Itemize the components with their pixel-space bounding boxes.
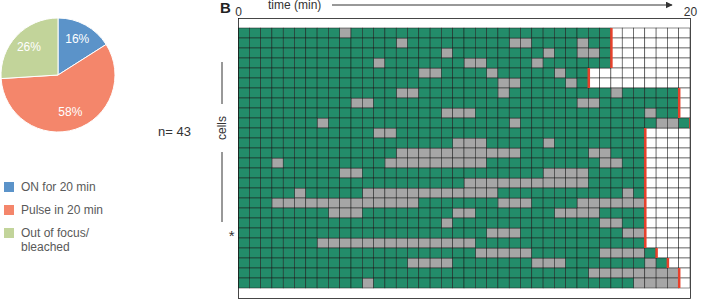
svg-text:time (min): time (min): [268, 0, 321, 12]
svg-text:58%: 58%: [58, 105, 82, 119]
html-text:Out of focus/ bleached: Out of focus/ bleached: [21, 226, 89, 254]
svg-text:26%: 26%: [17, 40, 41, 54]
svg-text:cells: cells: [215, 116, 229, 140]
html-text:ON for 20 min: ON for 20 min: [21, 180, 96, 194]
svg-text:20: 20: [684, 5, 698, 19]
svg-text:*: *: [229, 227, 235, 244]
svg-text:16%: 16%: [65, 32, 89, 46]
html-text:Pulse in 20 min: Pulse in 20 min: [21, 203, 103, 217]
svg-text:n= 43: n= 43: [158, 124, 191, 139]
svg-text:0: 0: [235, 5, 242, 19]
svg-text:B: B: [220, 0, 231, 16]
